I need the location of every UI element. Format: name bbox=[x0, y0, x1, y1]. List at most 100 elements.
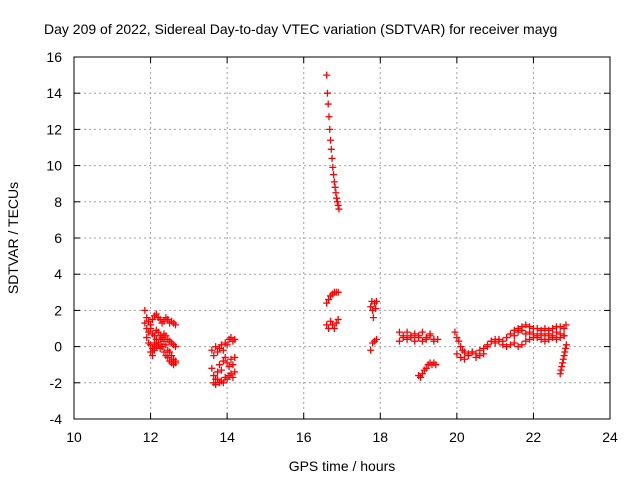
data-point bbox=[215, 344, 223, 352]
data-point bbox=[141, 306, 149, 314]
chart-title: Day 209 of 2022, Sidereal Day-to-day VTE… bbox=[44, 21, 557, 37]
data-point bbox=[334, 288, 342, 296]
data-point bbox=[219, 346, 227, 354]
data-point bbox=[210, 372, 218, 380]
y-tick-label: 12 bbox=[46, 121, 62, 137]
data-point bbox=[514, 343, 522, 351]
data-point bbox=[164, 353, 172, 361]
data-point bbox=[219, 379, 227, 387]
data-point bbox=[399, 334, 407, 342]
data-point bbox=[430, 337, 438, 345]
data-point bbox=[145, 328, 153, 336]
data-point bbox=[227, 370, 235, 378]
data-point bbox=[329, 163, 337, 171]
data-point bbox=[210, 352, 218, 360]
y-tick-label: 8 bbox=[54, 194, 62, 210]
data-point bbox=[545, 330, 553, 338]
data-point bbox=[526, 328, 534, 336]
data-point bbox=[367, 346, 375, 354]
data-point bbox=[154, 339, 162, 347]
data-point bbox=[451, 328, 459, 336]
data-point bbox=[560, 332, 568, 340]
y-tick-label: 2 bbox=[54, 302, 62, 318]
x-axis-label: GPS time / hours bbox=[289, 458, 396, 474]
data-point bbox=[327, 136, 335, 144]
data-point bbox=[518, 326, 526, 334]
data-point bbox=[231, 368, 239, 376]
data-point bbox=[333, 194, 341, 202]
data-point bbox=[208, 364, 216, 372]
data-point bbox=[533, 325, 541, 332]
grid bbox=[74, 57, 610, 419]
data-point bbox=[411, 330, 419, 338]
data-point bbox=[331, 183, 339, 191]
data-point bbox=[556, 330, 564, 338]
data-point bbox=[407, 332, 415, 340]
data-point bbox=[231, 353, 239, 361]
data-point bbox=[562, 344, 570, 352]
data-point bbox=[432, 361, 440, 369]
data-point bbox=[552, 335, 560, 343]
data-point bbox=[418, 337, 426, 345]
y-tick-label: 6 bbox=[54, 230, 62, 246]
data-point bbox=[499, 341, 507, 349]
data-point bbox=[208, 346, 216, 354]
data-point bbox=[556, 323, 564, 331]
data-point bbox=[514, 328, 522, 336]
data-point bbox=[160, 317, 168, 325]
data-point bbox=[369, 314, 377, 322]
data-point bbox=[561, 348, 569, 356]
data-point bbox=[522, 321, 530, 329]
x-tick-label: 12 bbox=[143, 429, 159, 445]
data-point bbox=[415, 334, 423, 342]
data-point bbox=[330, 325, 338, 332]
data-point bbox=[461, 348, 469, 356]
data-point bbox=[219, 357, 227, 365]
data-point bbox=[225, 363, 233, 371]
x-tick-label: 20 bbox=[449, 429, 465, 445]
data-point bbox=[223, 375, 231, 383]
data-point bbox=[526, 335, 534, 343]
data-point bbox=[143, 334, 151, 342]
data-point bbox=[214, 348, 222, 356]
data-point bbox=[229, 361, 237, 369]
y-tick-label: 10 bbox=[46, 158, 62, 174]
data-point bbox=[162, 332, 170, 340]
x-tick-label: 18 bbox=[372, 429, 388, 445]
data-point bbox=[457, 353, 465, 361]
data-point bbox=[148, 315, 156, 323]
y-tick-label: 4 bbox=[54, 266, 62, 282]
data-point bbox=[455, 337, 463, 345]
data-point bbox=[223, 341, 231, 349]
data-point bbox=[411, 337, 419, 345]
data-point bbox=[330, 171, 338, 179]
data-point bbox=[560, 352, 568, 360]
data-point bbox=[328, 154, 336, 162]
data-point bbox=[472, 353, 480, 361]
data-point bbox=[434, 335, 442, 343]
data-point bbox=[147, 348, 155, 356]
x-tick-label: 14 bbox=[219, 429, 235, 445]
data-point bbox=[422, 364, 430, 372]
x-tick-labels: 10 12 14 16 18 20 22 24 bbox=[66, 429, 618, 445]
data-point bbox=[215, 361, 223, 369]
data-point bbox=[556, 370, 564, 378]
data-points bbox=[141, 71, 570, 389]
data-point bbox=[372, 335, 380, 343]
data-point bbox=[148, 352, 156, 360]
y-tick-label: 16 bbox=[46, 49, 62, 65]
data-point bbox=[171, 343, 179, 351]
data-point bbox=[559, 359, 567, 367]
data-point bbox=[147, 325, 155, 332]
data-point bbox=[422, 335, 430, 343]
data-point bbox=[457, 343, 465, 351]
data-point bbox=[522, 337, 530, 345]
data-point bbox=[541, 325, 549, 332]
data-point bbox=[156, 315, 164, 323]
data-point bbox=[549, 325, 557, 332]
data-point bbox=[518, 341, 526, 349]
data-point bbox=[562, 341, 570, 349]
data-point bbox=[468, 348, 476, 356]
data-point bbox=[464, 352, 472, 360]
data-point bbox=[503, 334, 511, 342]
